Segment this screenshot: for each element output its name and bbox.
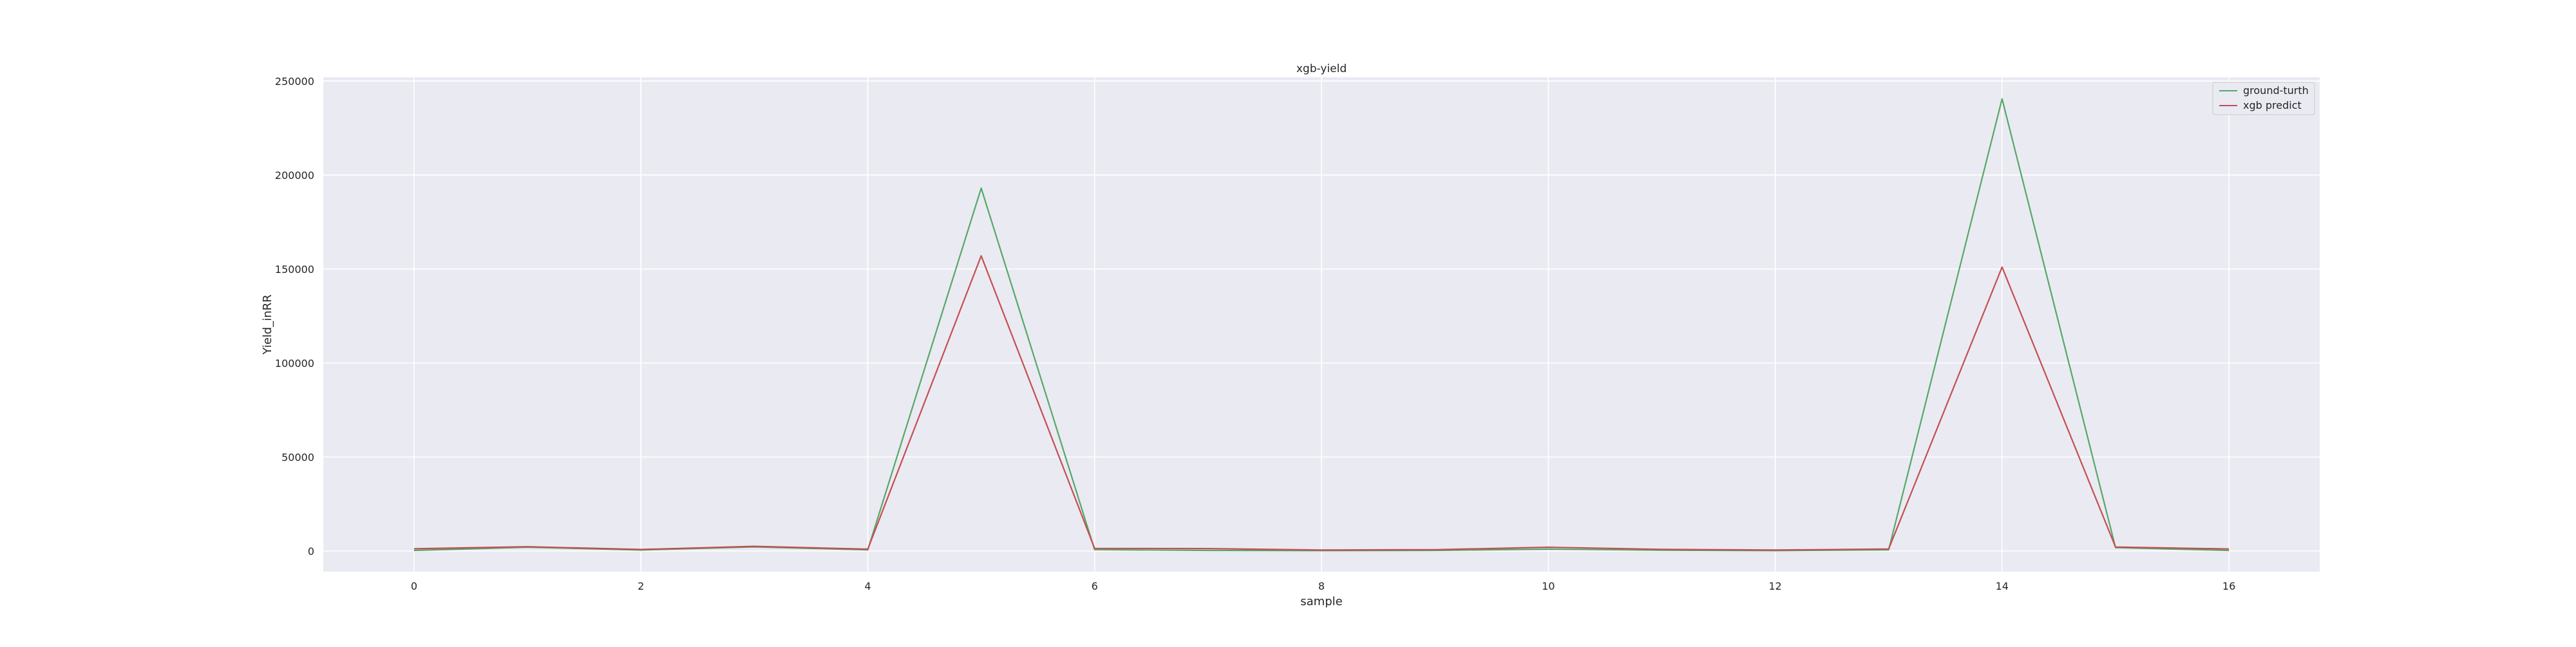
- series-line-xgb-predict: [413, 255, 2230, 551]
- x-tick-label: 2: [638, 580, 644, 592]
- x-tick-label: 6: [1092, 580, 1098, 592]
- legend-box: [2212, 82, 2315, 115]
- x-axis-label: sample: [1300, 595, 1342, 608]
- chart-title: xgb-yield: [1296, 62, 1347, 75]
- legend-label-ground-turth: ground-turth: [2243, 84, 2309, 97]
- x-tick-label: 0: [411, 580, 417, 592]
- legend: ground-turth xgb predict: [2212, 82, 2315, 115]
- series-lines: [413, 98, 2230, 552]
- grid: [323, 77, 2320, 572]
- y-tick-label: 100000: [275, 357, 314, 370]
- x-tick-label: 10: [1542, 580, 1555, 592]
- x-tick-label: 14: [1996, 580, 2009, 592]
- y-tick-label: 150000: [275, 263, 314, 276]
- y-tick-label: 50000: [281, 451, 314, 464]
- y-axis-label: Yield_inRR: [261, 294, 274, 355]
- x-tick-label: 4: [864, 580, 871, 592]
- x-tick-label: 8: [1318, 580, 1325, 592]
- x-tick-label: 16: [2222, 580, 2235, 592]
- tick-labels: 0 2 4 6 8 10 12 14 16 0 50000 100000 150000 200000 250…: [275, 75, 2235, 592]
- y-tick-label: 200000: [275, 169, 314, 182]
- y-tick-label: 0: [308, 545, 314, 558]
- x-tick-label: 12: [1768, 580, 1781, 592]
- y-tick-label: 250000: [275, 75, 314, 88]
- legend-label-xgb-predict: xgb predict: [2243, 99, 2302, 111]
